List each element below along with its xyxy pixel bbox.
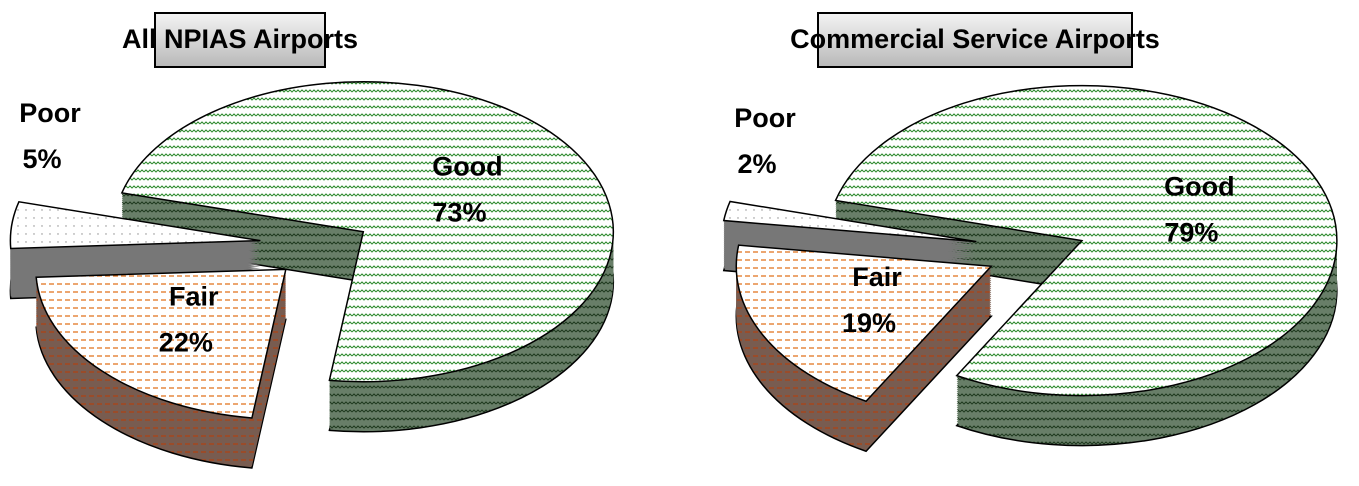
slice-label: Good bbox=[432, 151, 502, 181]
chart-title: All NPIAS Airports bbox=[122, 24, 358, 54]
slice bbox=[9, 200, 261, 250]
slice-label: Poor bbox=[734, 103, 796, 133]
slice bbox=[834, 84, 1338, 397]
slice-value-label: 5% bbox=[22, 144, 61, 174]
slice bbox=[735, 244, 993, 403]
slice-value-label: 2% bbox=[737, 149, 776, 179]
slice-value-label: 79% bbox=[1164, 218, 1218, 248]
slice-label: Fair bbox=[852, 262, 902, 292]
title-box bbox=[154, 12, 326, 68]
slice-label: Good bbox=[1164, 172, 1234, 202]
slice-value-label: 73% bbox=[432, 197, 486, 227]
title-box bbox=[817, 12, 1133, 68]
slice-label: Fair bbox=[169, 281, 219, 311]
slice bbox=[120, 80, 615, 383]
slice bbox=[722, 200, 977, 243]
slice-label: Poor bbox=[19, 98, 81, 128]
slice-value-label: 19% bbox=[842, 308, 896, 338]
slice bbox=[35, 268, 287, 419]
chart-title: Commercial Service Airports bbox=[790, 24, 1160, 54]
slice-value-label: 22% bbox=[159, 327, 213, 357]
